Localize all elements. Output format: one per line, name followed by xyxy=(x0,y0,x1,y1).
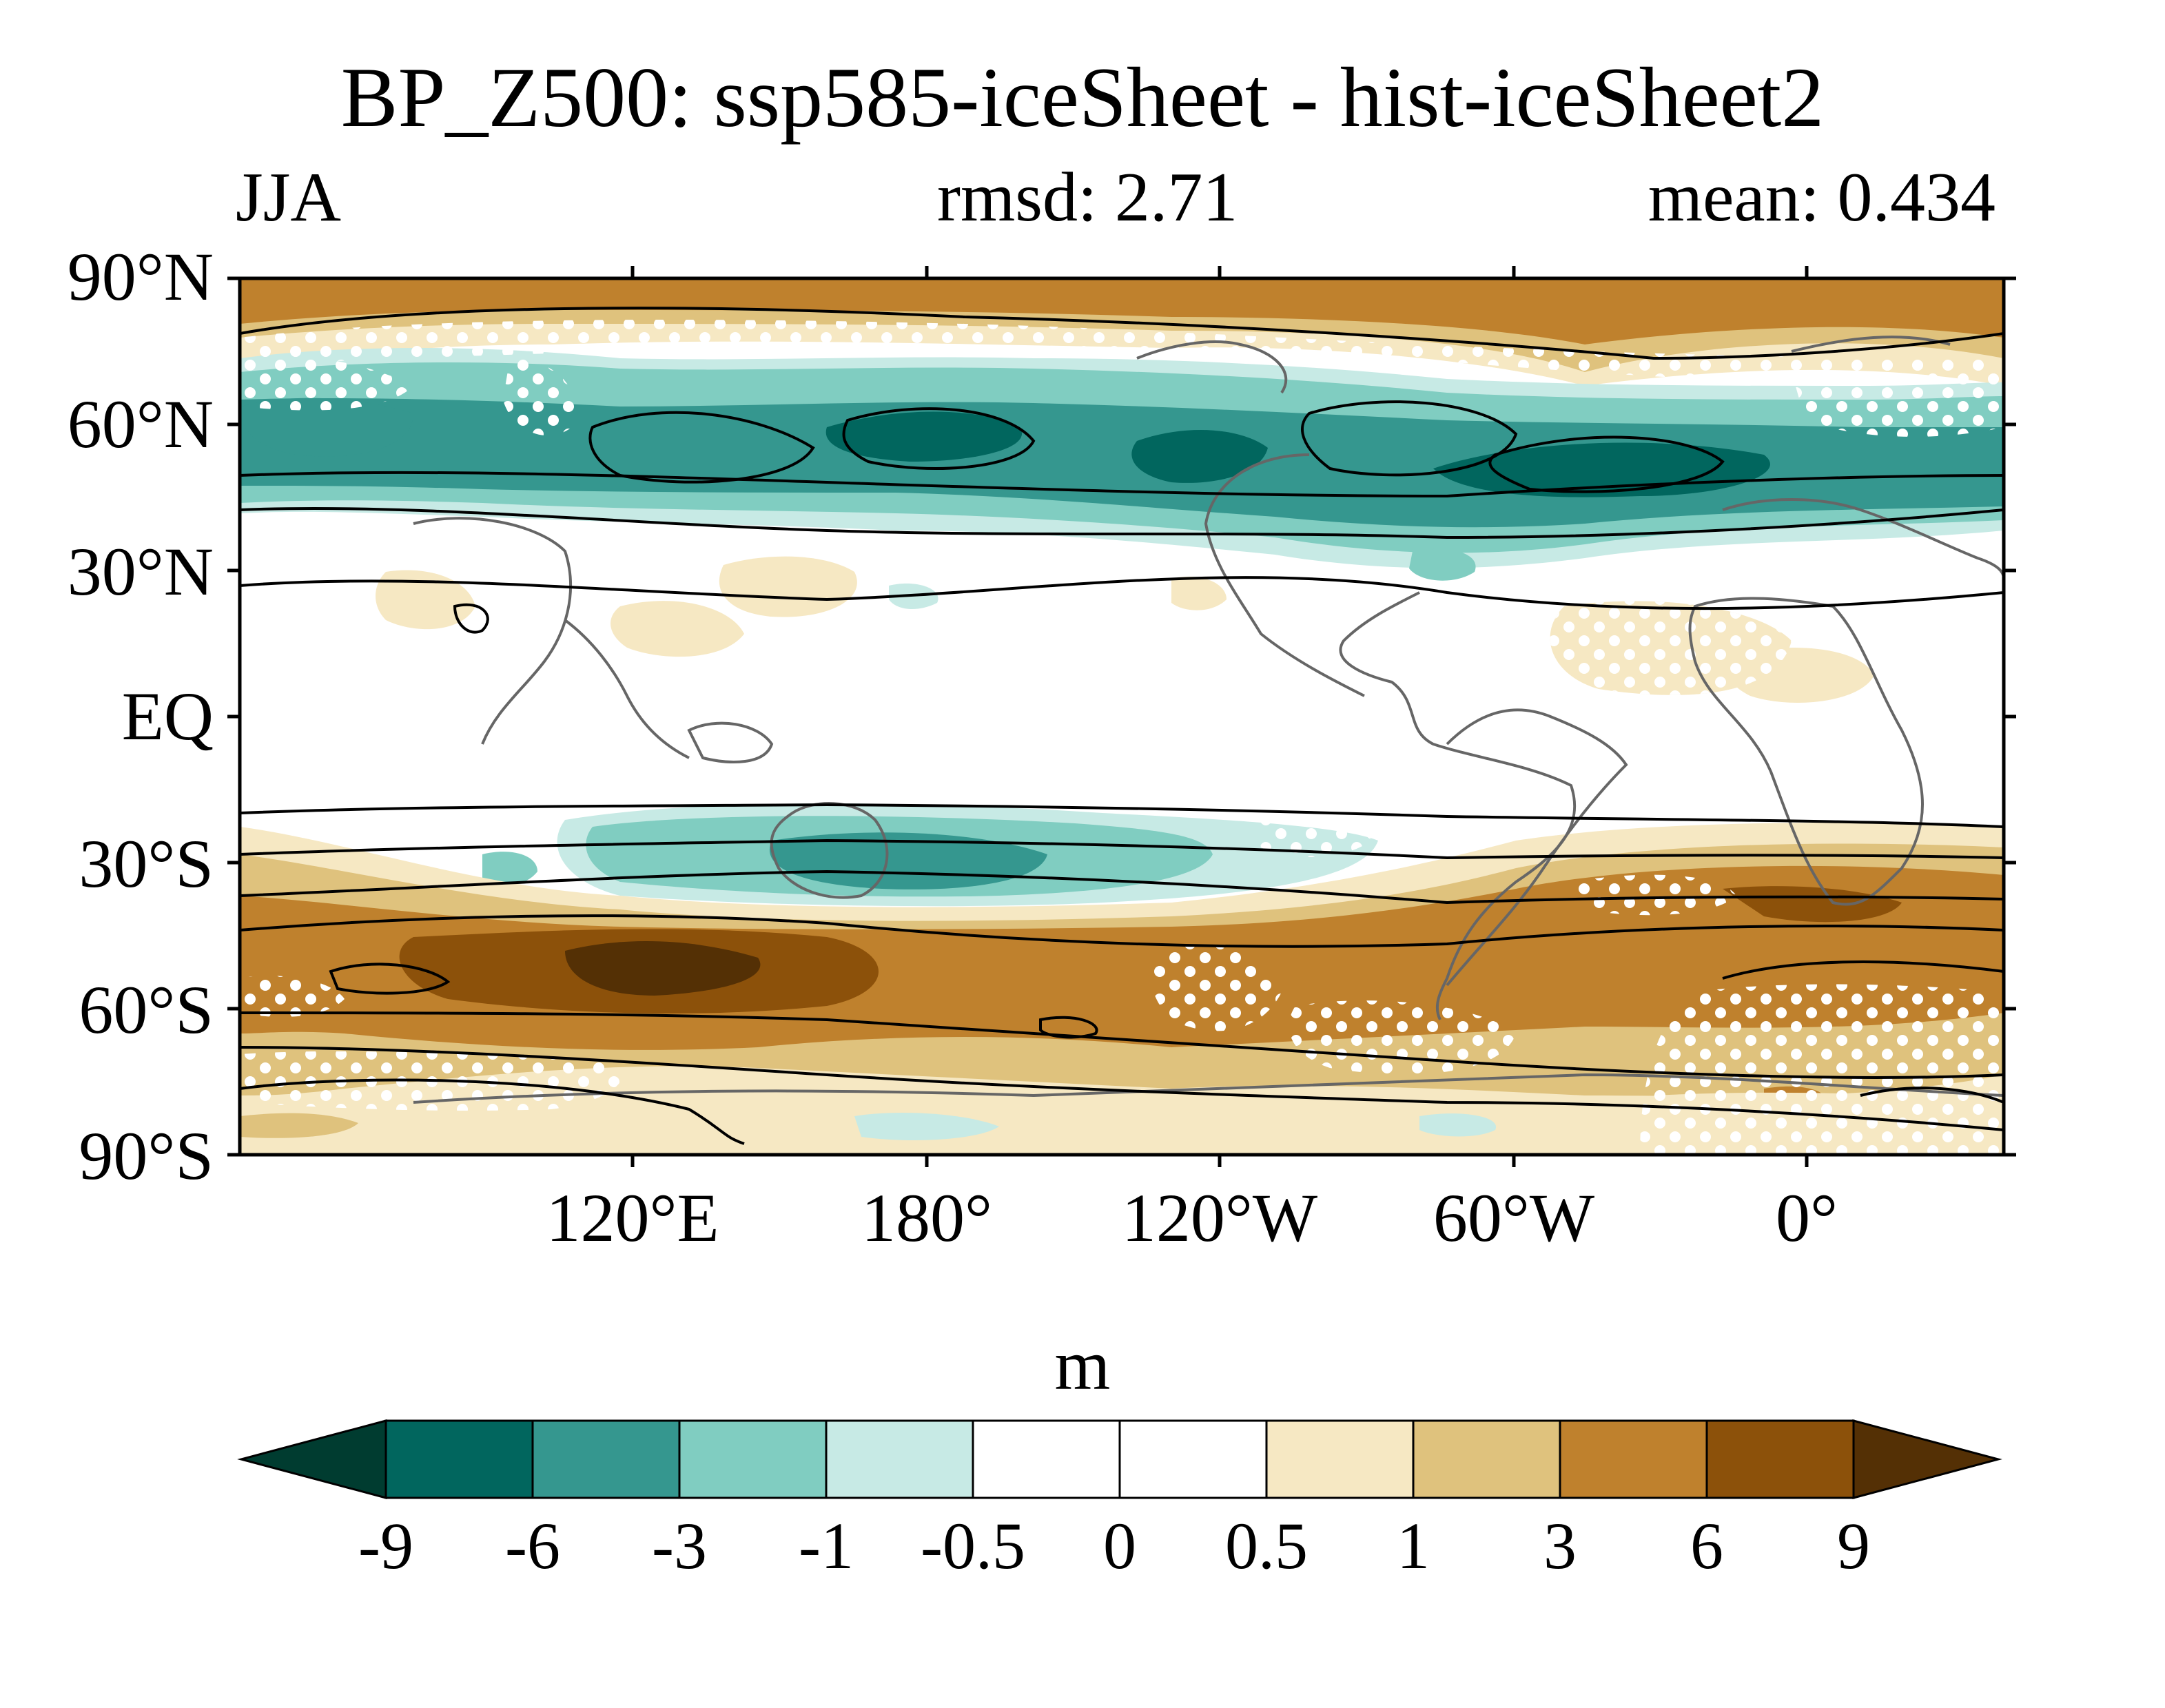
lat-label-30n: 30°N xyxy=(67,533,214,610)
colorbar-tick-label: 6 xyxy=(1690,1509,1723,1583)
colorbar-tick-label: -0.5 xyxy=(921,1509,1025,1583)
colorbar-units: m xyxy=(1054,1326,1111,1405)
significance-stippling xyxy=(240,320,2004,1155)
lon-label-0: 0° xyxy=(1776,1180,1838,1256)
colorbar-arrow-low xyxy=(237,1419,387,1499)
lon-label-120e: 120°E xyxy=(546,1180,719,1256)
season-label: JJA xyxy=(236,158,342,236)
colorbar-box xyxy=(1559,1419,1708,1499)
colorbar-box xyxy=(1265,1419,1415,1499)
colorbar-box xyxy=(825,1419,974,1499)
colorbar-tick-label: -1 xyxy=(799,1509,854,1583)
colorbar-tick-label: -6 xyxy=(505,1509,560,1583)
coastlines xyxy=(413,336,2004,1104)
climatology-contours xyxy=(240,307,2004,1145)
lon-label-180: 180° xyxy=(861,1180,992,1256)
colorbar-box xyxy=(1705,1419,1855,1499)
colorbar-tick-label: 3 xyxy=(1543,1509,1577,1583)
map-field xyxy=(240,278,2004,1155)
mean-label: mean: 0.434 xyxy=(1648,158,1995,236)
colorbar-box xyxy=(972,1419,1121,1499)
axis-ticks xyxy=(227,266,2016,1167)
colorbar-box xyxy=(531,1419,681,1499)
colorbar-tick-label: 1 xyxy=(1397,1509,1430,1583)
lat-label-90n: 90°N xyxy=(67,238,214,315)
colorbar-tick-label: 0 xyxy=(1103,1509,1136,1583)
colorbar-box xyxy=(1118,1419,1268,1499)
lat-label-60s: 60°S xyxy=(79,971,214,1048)
lat-label-90s: 90°S xyxy=(79,1118,214,1194)
colorbar-arrow-high xyxy=(1852,1419,2002,1499)
colorbar-box xyxy=(384,1419,534,1499)
colorbar-tick-label: 9 xyxy=(1837,1509,1870,1583)
north-negative-band xyxy=(240,348,2004,568)
colorbar-tick-label: -3 xyxy=(652,1509,707,1583)
southern-ocean-positive-band xyxy=(240,823,2004,1155)
colorbar-tick-label: 0.5 xyxy=(1225,1509,1308,1583)
colorbar xyxy=(237,1419,2002,1499)
plot-title: BP_Z500: ssp585-iceSheet - hist-iceSheet… xyxy=(340,50,1825,145)
lon-label-60w: 60°W xyxy=(1433,1180,1595,1256)
colorbar-box xyxy=(1412,1419,1561,1499)
lat-label-60n: 60°N xyxy=(67,386,214,462)
lon-label-120w: 120°W xyxy=(1121,1180,1318,1256)
lat-label-30s: 30°S xyxy=(79,825,214,902)
lat-label-eq: EQ xyxy=(121,678,214,754)
colorbar-box xyxy=(678,1419,828,1499)
rmsd-label: rmsd: 2.71 xyxy=(937,158,1238,236)
colorbar-tick-label: -9 xyxy=(358,1509,413,1583)
